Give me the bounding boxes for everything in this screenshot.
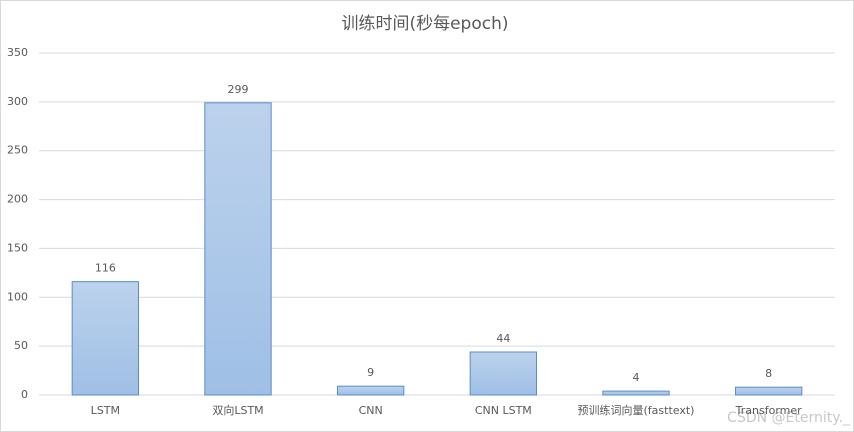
y-tick-label: 150	[7, 241, 28, 254]
data-label: 44	[496, 332, 510, 345]
y-tick-label: 350	[7, 46, 28, 59]
y-tick-label: 250	[7, 144, 28, 157]
y-tick-label: 300	[7, 95, 28, 108]
y-tick-label: 200	[7, 193, 28, 206]
x-tick-label: LSTM	[91, 404, 120, 417]
bar	[204, 102, 272, 396]
x-tick-label: CNN	[359, 404, 383, 417]
data-label: 299	[228, 83, 249, 96]
bar	[71, 281, 139, 396]
x-tick-label: Transformer	[735, 404, 802, 417]
watermark: CSDN @Eternity._	[727, 410, 851, 426]
bar	[337, 385, 405, 396]
chart-title: 训练时间(秒每epoch)	[341, 14, 508, 34]
bar	[735, 386, 803, 396]
x-tick-label: 双向LSTM	[212, 403, 263, 417]
y-tick-label: 0	[21, 388, 28, 401]
y-tick-label: 100	[7, 290, 28, 303]
data-label: 9	[367, 366, 374, 379]
data-label: 116	[95, 262, 116, 275]
data-label: 4	[633, 371, 640, 384]
bar	[469, 351, 537, 396]
y-tick-label: 50	[14, 339, 28, 352]
x-tick-label: 预训练词向量(fasttext)	[578, 403, 695, 417]
x-tick-label: CNN LSTM	[475, 404, 532, 417]
bar	[602, 390, 670, 396]
data-label: 8	[765, 367, 772, 380]
